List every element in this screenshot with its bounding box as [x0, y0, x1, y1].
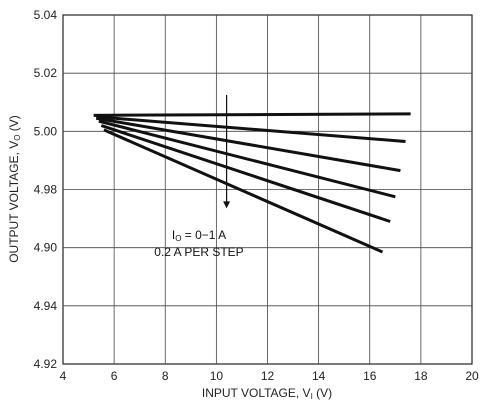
series-line-3: [95, 116, 401, 173]
y-tick-label: 4.90: [34, 241, 58, 255]
series-line-4: [98, 119, 396, 199]
series-line-2: [96, 115, 406, 144]
arrow-head-icon: [223, 201, 231, 209]
annotation-current-range: IO = 0−1 A: [172, 228, 226, 243]
y-tick-label: 5.02: [34, 66, 58, 80]
annotation-step: 0.2 A PER STEP: [154, 245, 243, 259]
x-tick-label: 16: [363, 369, 377, 383]
y-axis-title: OUTPUT VOLTAGE, VO (V): [7, 115, 22, 263]
load-arrow: [223, 94, 231, 209]
x-tick-label: 12: [261, 369, 275, 383]
y-tick-label: 5.04: [34, 8, 58, 22]
y-tick-label: 4.92: [34, 357, 58, 371]
y-tick-label: 4.94: [34, 299, 58, 313]
x-tick-label: 8: [162, 369, 169, 383]
y-tick-label: 5.00: [34, 124, 58, 138]
x-tick-label: 6: [111, 369, 118, 383]
x-tick-label: 10: [210, 369, 224, 383]
x-tick-label: 18: [414, 369, 428, 383]
x-tick-label: 14: [312, 369, 326, 383]
tick-labels: 4 6 8 10 12 14 16 18 20 4.92 4.94 4.90 4.98 5.00 5.02 5…: [34, 8, 479, 383]
x-tick-label: 4: [60, 369, 67, 383]
x-axis-title: INPUT VOLTAGE, VI (V): [202, 386, 332, 401]
series-line-6: [103, 128, 384, 254]
series-group: [93, 112, 411, 254]
grid: [63, 15, 472, 364]
x-tick-label: 20: [465, 369, 479, 383]
y-tick-label: 4.98: [34, 183, 58, 197]
series-line-1: [93, 112, 411, 117]
series-line-5: [100, 124, 391, 223]
